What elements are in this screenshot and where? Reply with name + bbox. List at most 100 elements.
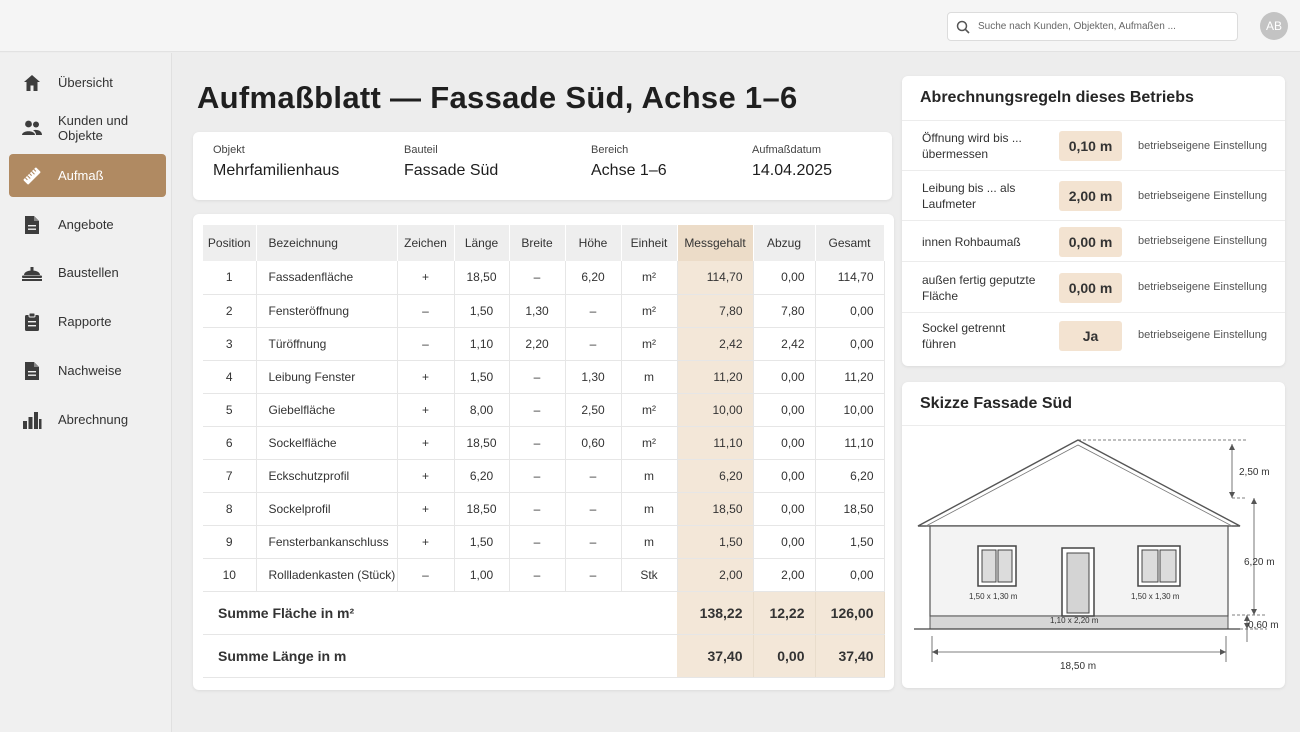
search-box[interactable] (947, 12, 1238, 41)
rule-row: außen fertig geputzte Fläche 0,00 m betrie… (902, 261, 1285, 312)
sum-label: Summe Länge in m (203, 634, 677, 678)
facade-sketch-card: Skizze Fassade Süd (902, 382, 1285, 688)
table-row[interactable]: 4 Leibung Fenster +1,50–1,30 m 11,20 0,00 11,2… (203, 360, 885, 394)
user-avatar[interactable]: AB (1260, 12, 1288, 40)
sidebar-item-aufmass[interactable]: Aufmaß (9, 154, 166, 197)
cell-abzug: 0,00 (753, 492, 816, 526)
rule-label: Öffnung wird bis ... übermessen (922, 131, 1022, 161)
sidebar-item-abrechnung[interactable]: Abrechnung (9, 398, 166, 441)
cell-laenge: 1,10 (454, 327, 510, 361)
sidebar-item-angebote[interactable]: Angebote (9, 203, 166, 246)
cell-einheit: m² (621, 261, 678, 295)
dimension-lines (931, 439, 1267, 662)
cell-zeichen: + (397, 459, 455, 493)
cell-messgehalt: 11,20 (677, 360, 754, 394)
col-header-messgehalt[interactable]: Messgehalt (677, 225, 754, 261)
col-header-abzug[interactable]: Abzug (753, 225, 816, 261)
cell-breite: – (509, 558, 566, 592)
rule-note: betriebseigene Einstellung (1138, 281, 1268, 293)
table-row[interactable]: 9 Fensterbankanschluss +1,50– – m 1,50 0,00 1,5… (203, 525, 885, 559)
rule-note: betriebseigene Einstellung (1138, 189, 1268, 202)
cell-position: 7 (203, 459, 257, 493)
cell-zeichen: – (397, 327, 455, 361)
measurement-table-card: Position Bezeichnung Zeichen Länge Breit… (193, 214, 894, 690)
cell-messgehalt: 7,80 (677, 294, 754, 328)
col-header-gesamt[interactable]: Gesamt (815, 225, 885, 261)
rule-value[interactable]: 0,00 m (1059, 226, 1122, 257)
cell-einheit: m (621, 492, 678, 526)
cell-zeichen: + (397, 426, 455, 460)
rule-label: innen Rohbaumaß (922, 234, 1021, 249)
cell-laenge: 18,50 (454, 426, 510, 460)
col-header-position[interactable]: Position (203, 225, 257, 261)
col-header-hoehe[interactable]: Höhe (565, 225, 622, 261)
sidebar-item-nachweise[interactable]: Nachweise (9, 349, 166, 392)
cell-zeichen: + (397, 492, 455, 526)
table-row[interactable]: 1 Fassadenfläche +18,50–6,20 m² 114,70 0,00 11… (203, 261, 885, 295)
cell-hoehe: 6,20 (565, 261, 622, 295)
col-header-zeichen[interactable]: Zeichen (397, 225, 455, 261)
cell-zeichen: + (397, 525, 455, 559)
cell-position: 10 (203, 558, 257, 592)
measurement-table: Position Bezeichnung Zeichen Länge Breit… (203, 225, 885, 678)
sidebar-item-label: Aufmaß (58, 168, 104, 183)
rule-row: Leibung bis ... als Laufmeter 2,00 m betri… (902, 170, 1285, 220)
table-header-row: Position Bezeichnung Zeichen Länge Breit… (203, 225, 885, 261)
cell-breite: – (509, 360, 566, 394)
cell-abzug: 2,42 (753, 327, 816, 361)
cell-zeichen: + (397, 393, 455, 427)
cell-laenge: 18,50 (454, 261, 510, 295)
facade-sketch: 2,50 m 6,20 m 0,60 m 18,50 m 1,50 x 1,30… (914, 439, 1279, 672)
cell-gesamt: 11,10 (815, 426, 885, 460)
sidebar-item-uebersicht[interactable]: Übersicht (9, 61, 166, 104)
table-row[interactable]: 7 Eckschutzprofil +6,20– – m 6,20 0,00 6,20 (203, 459, 885, 493)
info-objekt: Objekt Mehrfamilienhaus (213, 144, 339, 180)
dim-gable-height: 2,50 m (1239, 467, 1270, 478)
table-row[interactable]: 3 Türöffnung –1,10 2,20– m² 2,42 2,42 0,00 (203, 327, 885, 361)
cell-abzug: 0,00 (753, 360, 816, 394)
table-row[interactable]: 2 Fensteröffnung –1,50 1,30– m² 7,80 7,80 0,00 (203, 294, 885, 328)
rule-value[interactable]: 0,10 m (1059, 131, 1122, 161)
cell-gesamt: 114,70 (815, 261, 885, 295)
cell-gesamt: 1,50 (815, 525, 885, 559)
cell-einheit: m² (621, 327, 678, 361)
sidebar: Übersicht Kunden und Objekte Aufmaß Ange… (0, 53, 172, 732)
sidebar-item-baustellen[interactable]: Baustellen (9, 251, 166, 294)
sum-label: Summe Fläche in m² (203, 591, 677, 635)
sidebar-item-rapporte[interactable]: Rapporte (9, 300, 166, 343)
cell-zeichen: – (397, 558, 455, 592)
search-input[interactable] (978, 21, 1228, 32)
sum-messgehalt: 138,22 (677, 591, 754, 635)
info-label: Bereich (591, 144, 629, 156)
rule-label: Sockel getrennt führen (922, 320, 1006, 351)
dim-socket-height: 0,60 m (1248, 620, 1279, 631)
rule-note: betriebseigene Einstellung (1138, 139, 1268, 152)
table-row[interactable]: 5 Giebelfläche +8,00–2,50 m² 10,00 0,00 10,00 (203, 393, 885, 427)
cell-abzug: 0,00 (753, 261, 816, 295)
col-header-breite[interactable]: Breite (509, 225, 566, 261)
col-header-bezeichnung[interactable]: Bezeichnung (256, 225, 398, 261)
cell-gesamt: 0,00 (815, 327, 885, 361)
table-row[interactable]: 10 Rollladenkasten (Stück) –1,00– – Stk 2,00 2… (203, 558, 885, 592)
rule-value[interactable]: 2,00 m (1059, 181, 1122, 211)
col-header-laenge[interactable]: Länge (454, 225, 510, 261)
cell-messgehalt: 2,00 (677, 558, 754, 592)
cell-abzug: 7,80 (753, 294, 816, 328)
table-row[interactable]: 6 Sockelfläche +18,50–0,60 m² 11,10 0,00 11,10 (203, 426, 885, 460)
window-left (977, 545, 1017, 587)
cell-einheit: m² (621, 294, 678, 328)
window-right (1137, 545, 1181, 587)
table-row[interactable]: 8 Sockelprofil +18,50– – m 18,50 0,00 18,50 (203, 492, 885, 526)
sum-abzug: 0,00 (753, 634, 816, 678)
col-header-einheit[interactable]: Einheit (621, 225, 678, 261)
cell-position: 6 (203, 426, 257, 460)
sum-gesamt: 37,40 (815, 634, 885, 678)
cell-hoehe: – (565, 492, 622, 526)
rule-value[interactable]: Ja (1059, 320, 1122, 351)
cell-messgehalt: 11,10 (677, 426, 754, 460)
cell-bezeichnung: Rollladenkasten (Stück) (256, 558, 398, 592)
rule-value[interactable]: 0,00 m (1059, 272, 1122, 303)
sidebar-item-kunden[interactable]: Kunden und Objekte (9, 106, 166, 149)
cell-bezeichnung: Sockelprofil (256, 492, 398, 526)
roof-inner (925, 444, 1233, 527)
